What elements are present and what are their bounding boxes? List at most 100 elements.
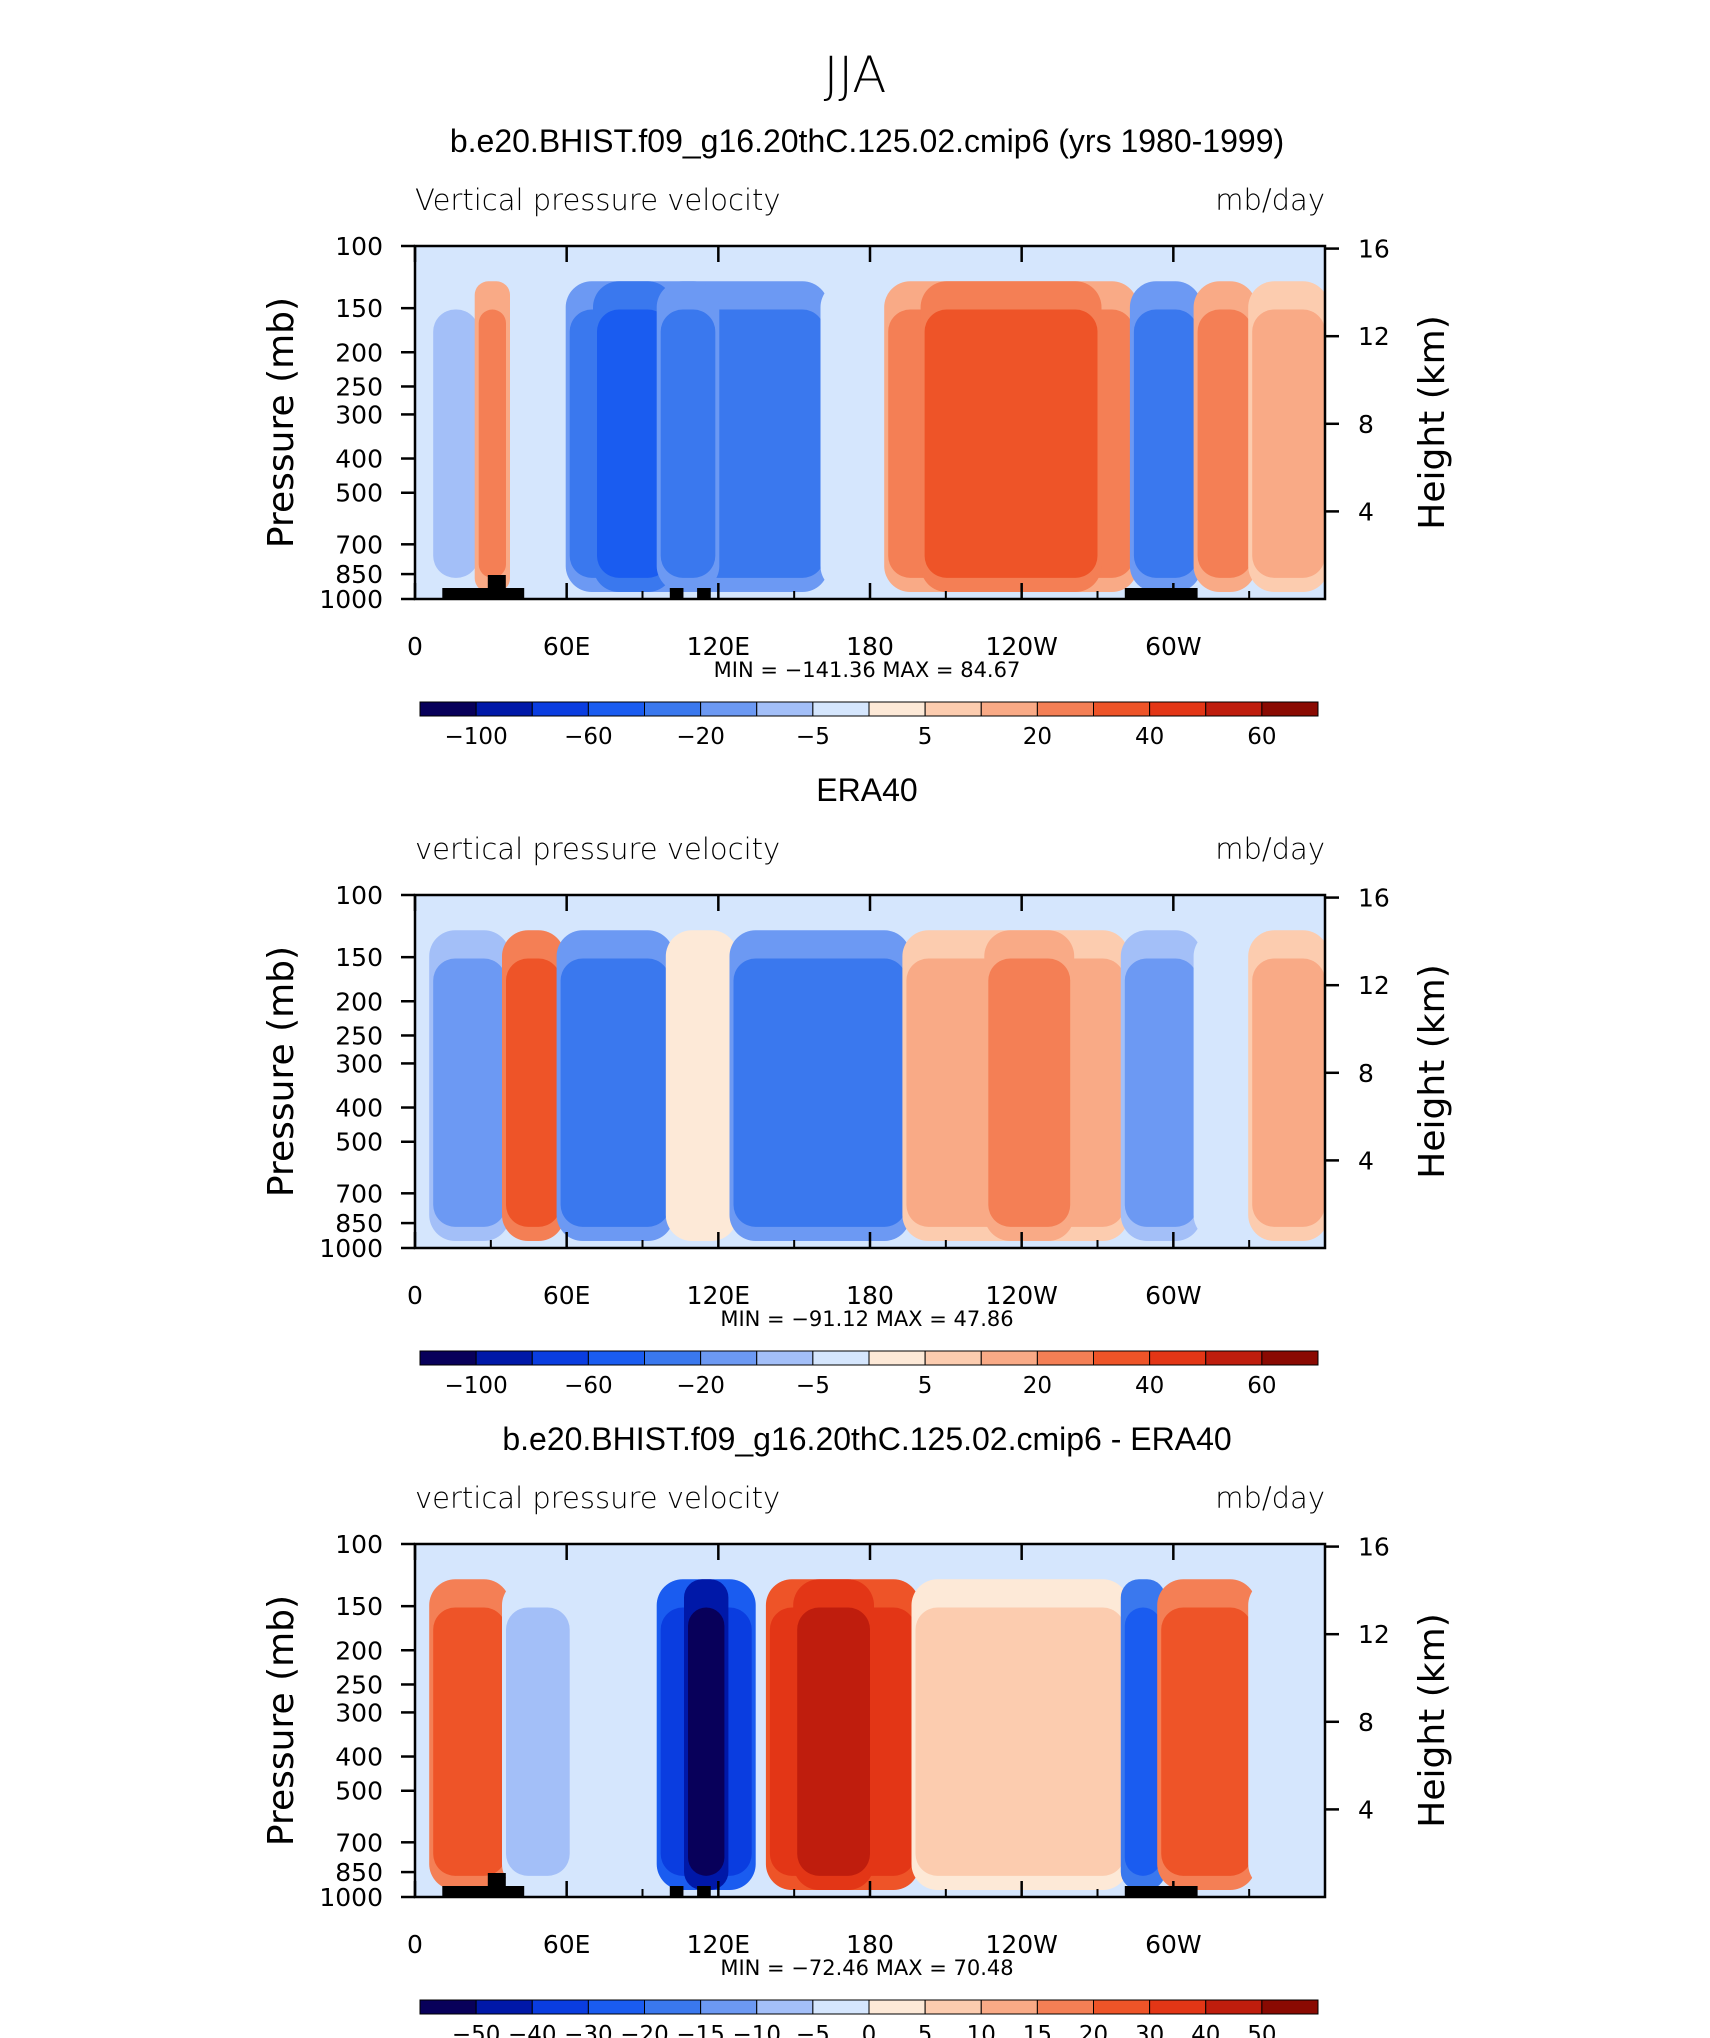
colorbar-swatch xyxy=(475,1999,533,2015)
colorbar-swatch xyxy=(1261,701,1319,717)
colorbar-swatch xyxy=(1149,1999,1207,2015)
colorbar-label: −10 xyxy=(732,2022,781,2038)
colorbar-label: 15 xyxy=(1023,2022,1052,2038)
colorbar-swatch xyxy=(924,701,982,717)
y2-tick-label: 12 xyxy=(1358,971,1390,1000)
colorbar-swatch xyxy=(419,1999,477,2015)
y2-tick-label: 8 xyxy=(1358,410,1374,439)
colorbar-label: 10 xyxy=(967,2022,996,2038)
y-tick-label: 850 xyxy=(335,1209,383,1238)
contour-region xyxy=(1124,958,1198,1227)
colorbar-swatch xyxy=(1261,1350,1319,1366)
colorbar-label: 20 xyxy=(1023,724,1052,750)
y2-tick-label: 16 xyxy=(1358,884,1390,913)
colorbar-label: 40 xyxy=(1135,1373,1164,1399)
colorbar-swatch xyxy=(980,1999,1038,2015)
contour-region xyxy=(1197,309,1253,578)
y2-tick-label: 8 xyxy=(1358,1708,1374,1737)
contour-region xyxy=(669,958,734,1227)
colorbar-swatch xyxy=(700,1999,758,2015)
contour-field xyxy=(415,895,1325,1248)
colorbar-label: −20 xyxy=(676,724,725,750)
y-axis-title: Pressure (mb) xyxy=(261,946,302,1197)
colorbar-swatch xyxy=(531,1999,589,2015)
colorbar-swatch xyxy=(644,1999,702,2015)
x-tick-label: 120W xyxy=(985,632,1057,661)
x-tick-label: 120E xyxy=(687,632,751,661)
colorbar-label: −40 xyxy=(508,2022,557,2038)
colorbar-label: 5 xyxy=(918,2022,933,2038)
colorbar-swatch xyxy=(1036,701,1094,717)
colorbar-swatch xyxy=(587,701,645,717)
contour-region xyxy=(560,958,670,1227)
y2-axis-title: Height (km) xyxy=(1412,964,1453,1178)
colorbar-swatch xyxy=(419,701,477,717)
x-tick-label: 60W xyxy=(1145,632,1202,661)
topography-mask xyxy=(669,588,684,599)
colorbar-swatch xyxy=(1205,701,1263,717)
topography-mask xyxy=(1124,1886,1198,1897)
contour-region xyxy=(597,309,670,578)
colorbar-swatch xyxy=(868,1350,926,1366)
colorbar-swatch xyxy=(756,1350,814,1366)
y-tick-label: 200 xyxy=(335,1636,383,1665)
x-tick-label: 60E xyxy=(543,1930,591,1959)
contour-region xyxy=(506,958,561,1227)
x-tick-label: 0 xyxy=(407,1281,423,1310)
contour-region xyxy=(506,1607,570,1876)
colorbar-swatch xyxy=(1149,1350,1207,1366)
min-max-stats: MIN = −141.36 MAX = 84.67 xyxy=(714,658,1021,682)
colorbar-swatch xyxy=(700,701,758,717)
contour-region xyxy=(915,1607,1125,1876)
colorbar-swatch xyxy=(644,1350,702,1366)
colorbar-label: 50 xyxy=(1247,2022,1276,2038)
colorbar-label: −100 xyxy=(445,1373,508,1399)
x-tick-label: 180 xyxy=(846,1281,894,1310)
y-tick-label: 150 xyxy=(335,294,383,323)
y-tick-label: 700 xyxy=(335,1179,383,1208)
colorbar-label: 40 xyxy=(1135,724,1164,750)
y2-tick-label: 4 xyxy=(1358,497,1374,526)
y-tick-label: 300 xyxy=(335,1698,383,1727)
colorbar-swatch xyxy=(587,1999,645,2015)
chart-panel-1: b.e20.BHIST.f09_g16.20thC.125.02.cmip6 (… xyxy=(261,123,1453,750)
contour-region xyxy=(797,1607,870,1876)
colorbar-swatch xyxy=(531,1350,589,1366)
contour-region xyxy=(433,958,506,1227)
colorbar-label: 20 xyxy=(1023,1373,1052,1399)
y2-tick-label: 4 xyxy=(1358,1795,1374,1824)
y2-axis-title: Height (km) xyxy=(1412,1613,1453,1827)
contour-region xyxy=(1252,309,1325,578)
contour-region xyxy=(433,309,479,578)
contour-region xyxy=(1124,1607,1162,1876)
y2-tick-label: 16 xyxy=(1358,235,1390,264)
y-tick-label: 500 xyxy=(335,479,383,508)
contour-field xyxy=(415,1544,1325,1897)
y-tick-label: 250 xyxy=(335,372,383,401)
y-tick-label: 100 xyxy=(335,232,383,261)
colorbar-swatch xyxy=(980,1350,1038,1366)
x-tick-label: 0 xyxy=(407,632,423,661)
y2-tick-label: 8 xyxy=(1358,1059,1374,1088)
colorbar-swatch xyxy=(868,1999,926,2015)
y-tick-label: 200 xyxy=(335,987,383,1016)
colorbar-label: −50 xyxy=(452,2022,501,2038)
colorbar-swatch xyxy=(756,701,814,717)
panel-right-string: mb/day xyxy=(1215,183,1325,217)
panel-right-string: mb/day xyxy=(1215,1481,1325,1515)
colorbar-label: 20 xyxy=(1079,2022,1108,2038)
colorbar-swatch xyxy=(812,1350,870,1366)
colorbar-swatch xyxy=(1205,1350,1263,1366)
panel-left-string: vertical pressure velocity xyxy=(415,832,780,866)
colorbar-label: −5 xyxy=(796,2022,830,2038)
y-tick-label: 100 xyxy=(335,1530,383,1559)
y-tick-label: 700 xyxy=(335,530,383,559)
colorbar-label: 5 xyxy=(918,724,933,750)
colorbar-swatch xyxy=(924,1999,982,2015)
x-tick-label: 60E xyxy=(543,1281,591,1310)
colorbar-label: 5 xyxy=(918,1373,933,1399)
y-tick-label: 850 xyxy=(335,560,383,589)
colorbar-swatch xyxy=(1036,1350,1094,1366)
y-tick-label: 300 xyxy=(335,1049,383,1078)
colorbar-label: −5 xyxy=(796,1373,830,1399)
